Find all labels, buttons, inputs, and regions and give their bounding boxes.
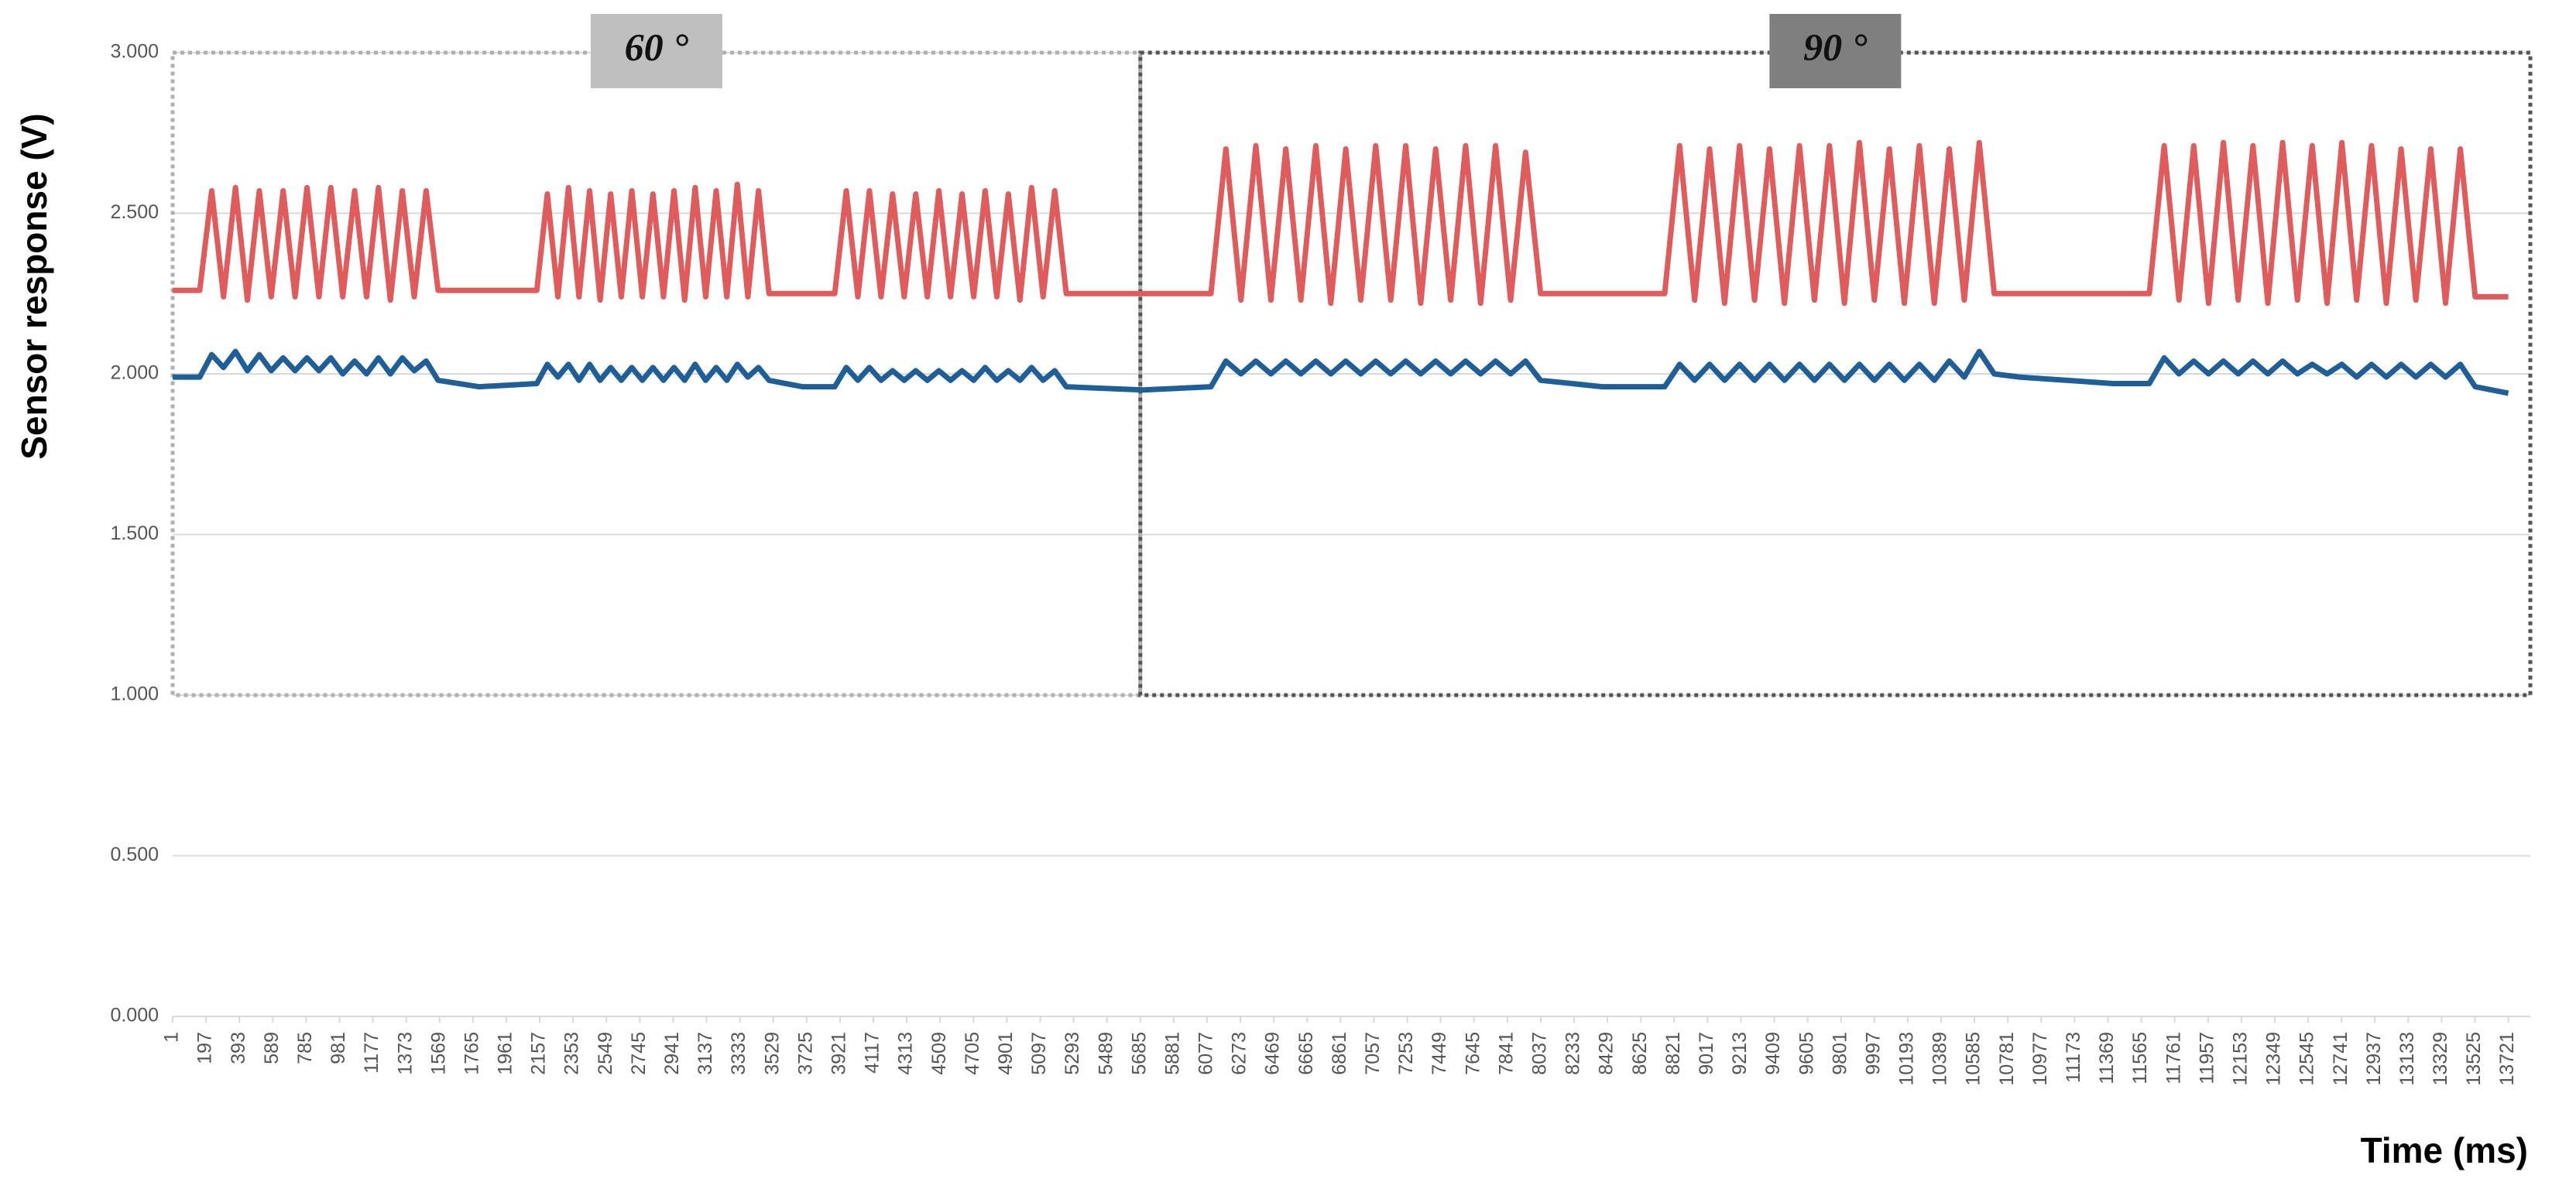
- x-tick-label: 4117: [862, 1032, 883, 1074]
- x-tick-label: 10781: [1996, 1032, 2018, 1086]
- x-tick-label: 4705: [962, 1032, 983, 1075]
- x-tick-label: 11369: [2096, 1032, 2118, 1085]
- x-tick-label: 7645: [1462, 1032, 1484, 1075]
- x-tick-label: 6469: [1262, 1032, 1284, 1075]
- y-axis-title: Sensor response (V): [14, 113, 54, 459]
- x-tick-label: 4901: [995, 1032, 1017, 1075]
- x-tick-label: 5881: [1161, 1032, 1183, 1075]
- x-tick-label: 8037: [1528, 1032, 1550, 1075]
- x-tick-label: 3333: [728, 1032, 749, 1075]
- x-tick-label: 1569: [427, 1032, 449, 1075]
- series-line: [173, 139, 2509, 307]
- x-tick-label: 197: [194, 1032, 216, 1064]
- x-tick-label: 11957: [2196, 1032, 2218, 1085]
- x-tick-label: 12937: [2363, 1032, 2385, 1086]
- x-tick-label: 6077: [1195, 1032, 1217, 1075]
- x-tick-label: 12153: [2229, 1032, 2251, 1086]
- x-tick-label: 5685: [1128, 1032, 1150, 1075]
- x-tick-label: 11565: [2129, 1032, 2151, 1085]
- x-tick-label: 3921: [828, 1032, 850, 1075]
- x-tick-label: 1177: [361, 1032, 382, 1074]
- x-tick-label: 12741: [2330, 1032, 2351, 1086]
- y-tick-label: 1.000: [110, 684, 159, 705]
- x-tick-label: 1: [161, 1032, 183, 1043]
- x-tick-label: 8233: [1562, 1032, 1584, 1075]
- y-tick-label: 0.500: [110, 844, 159, 865]
- x-tick-label: 4313: [895, 1032, 917, 1075]
- y-tick-label: 2.000: [110, 362, 159, 384]
- x-tick-label: 10193: [1896, 1032, 1918, 1086]
- x-tick-label: 7841: [1495, 1032, 1517, 1075]
- region-label-box: [1769, 14, 1902, 88]
- x-tick-label: 1765: [461, 1032, 482, 1075]
- x-tick-label: 8625: [1629, 1032, 1651, 1075]
- x-tick-label: 13329: [2430, 1032, 2451, 1086]
- x-tick-label: 12349: [2263, 1032, 2285, 1086]
- x-tick-label: 3137: [695, 1032, 716, 1075]
- x-tick-label: 6665: [1295, 1032, 1317, 1075]
- x-tick-label: 1961: [495, 1032, 516, 1075]
- x-tick-label: 13525: [2463, 1032, 2485, 1086]
- x-tick-label: 4509: [928, 1032, 950, 1075]
- y-tick-label: 3.000: [110, 41, 159, 63]
- x-tick-label: 9409: [1762, 1032, 1784, 1075]
- x-tick-label: 6273: [1229, 1032, 1250, 1075]
- x-tick-label: 2353: [561, 1032, 583, 1075]
- x-tick-label: 9213: [1729, 1032, 1751, 1075]
- x-tick-label: 9605: [1796, 1032, 1817, 1075]
- x-tick-label: 7057: [1362, 1032, 1384, 1075]
- region-label: 90 °: [1803, 25, 1868, 68]
- x-tick-label: 2941: [661, 1032, 683, 1075]
- x-tick-label: 2549: [595, 1032, 616, 1075]
- x-tick-label: 8429: [1596, 1032, 1617, 1075]
- y-tick-label: 2.500: [110, 201, 159, 223]
- x-tick-label: 9017: [1696, 1032, 1717, 1075]
- x-tick-label: 3529: [761, 1032, 783, 1075]
- x-tick-label: 7253: [1395, 1032, 1417, 1075]
- x-tick-label: 1373: [394, 1032, 416, 1075]
- x-tick-label: 11173: [2063, 1032, 2084, 1083]
- region-label-box: [590, 14, 722, 88]
- x-tick-label: 8821: [1662, 1032, 1684, 1075]
- x-tick-label: 785: [294, 1032, 316, 1064]
- x-tick-label: 13721: [2496, 1032, 2518, 1086]
- x-tick-label: 9801: [1829, 1032, 1851, 1075]
- series-line: [173, 348, 2509, 396]
- x-axis-title: Time (ms): [2361, 1130, 2528, 1170]
- x-tick-label: 13133: [2396, 1032, 2418, 1086]
- x-tick-label: 11761: [2163, 1032, 2184, 1085]
- region-label: 60 °: [625, 25, 689, 68]
- x-tick-label: 3725: [794, 1032, 816, 1075]
- x-tick-label: 5293: [1062, 1032, 1083, 1075]
- x-tick-label: 5489: [1095, 1032, 1116, 1075]
- x-tick-label: 981: [328, 1032, 349, 1064]
- region-box: [1138, 50, 2533, 697]
- x-tick-label: 12545: [2296, 1032, 2318, 1086]
- y-tick-label: 0.000: [110, 1005, 159, 1026]
- y-tick-label: 1.500: [110, 523, 159, 544]
- x-tick-label: 2745: [628, 1032, 650, 1075]
- x-tick-label: 6861: [1329, 1032, 1350, 1075]
- x-tick-label: 589: [261, 1032, 283, 1064]
- x-tick-label: 10977: [2029, 1032, 2051, 1086]
- x-tick-label: 2157: [528, 1032, 550, 1075]
- x-tick-label: 393: [228, 1032, 249, 1064]
- x-tick-label: 10389: [1929, 1032, 1951, 1086]
- x-tick-label: 9997: [1862, 1032, 1884, 1075]
- x-tick-label: 10585: [1963, 1032, 1984, 1086]
- x-tick-label: 5097: [1028, 1032, 1050, 1075]
- x-tick-label: 7449: [1429, 1032, 1450, 1075]
